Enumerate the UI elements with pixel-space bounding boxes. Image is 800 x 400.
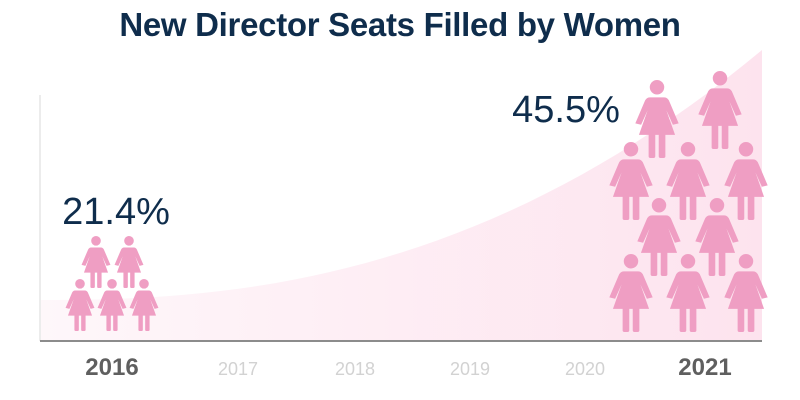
- woman-icon: [97, 279, 127, 331]
- data-label: 21.4%: [62, 191, 170, 233]
- x-tick-label: 2018: [335, 359, 375, 379]
- woman-icon: [635, 80, 679, 158]
- data-label: 45.5%: [512, 89, 620, 131]
- woman-icon: [81, 236, 111, 288]
- x-tick-label: 2017: [218, 359, 258, 379]
- woman-icon: [65, 279, 95, 331]
- woman-icon: [637, 198, 681, 276]
- woman-icon: [609, 254, 653, 332]
- woman-icon: [666, 142, 710, 220]
- x-tick-label: 2019: [450, 359, 490, 379]
- woman-icon: [666, 254, 710, 332]
- woman-icon: [698, 71, 742, 149]
- woman-icon: [609, 142, 653, 220]
- woman-icon: [129, 279, 159, 331]
- woman-icon: [724, 142, 768, 220]
- woman-icon: [114, 236, 144, 288]
- x-tick-label: 2021: [678, 354, 731, 381]
- x-tick-label: 2020: [565, 359, 605, 379]
- x-tick-label: 2016: [85, 354, 138, 381]
- woman-icon: [724, 254, 768, 332]
- woman-icon: [695, 198, 739, 276]
- area-fill: [40, 50, 762, 341]
- chart-title: New Director Seats Filled by Women: [119, 6, 681, 43]
